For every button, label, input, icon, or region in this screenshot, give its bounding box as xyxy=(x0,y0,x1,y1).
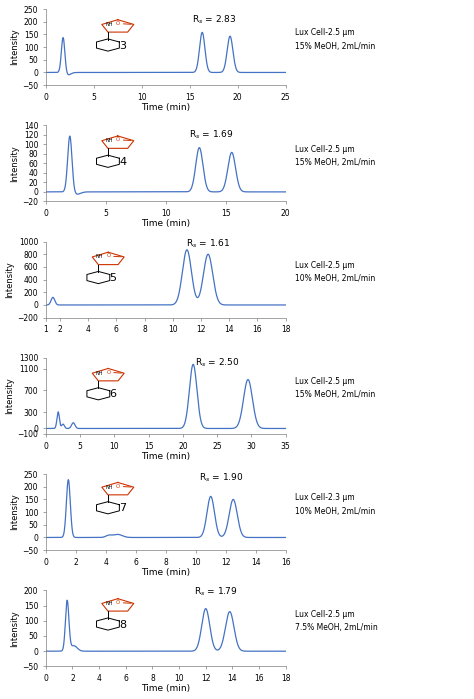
Text: R$_s$ = 1.90: R$_s$ = 1.90 xyxy=(199,472,244,484)
Text: NH: NH xyxy=(96,254,103,259)
Text: O: O xyxy=(116,21,120,26)
Text: 4: 4 xyxy=(119,157,126,167)
Text: Lux Cell-2.5 μm
10% MeOH, 2mL/min: Lux Cell-2.5 μm 10% MeOH, 2mL/min xyxy=(295,261,375,283)
X-axis label: Time (min): Time (min) xyxy=(141,452,191,461)
Y-axis label: Intensity: Intensity xyxy=(10,145,19,182)
Text: Lux Cell-2.5 μm
7.5% MeOH, 2mL/min: Lux Cell-2.5 μm 7.5% MeOH, 2mL/min xyxy=(295,610,378,632)
Text: 7: 7 xyxy=(119,503,126,513)
Text: NH: NH xyxy=(105,22,113,27)
Text: O: O xyxy=(107,253,111,259)
Text: Lux Cell-2.5 μm
15% MeOH, 2mL/min: Lux Cell-2.5 μm 15% MeOH, 2mL/min xyxy=(295,145,375,167)
Text: O: O xyxy=(107,370,111,375)
Y-axis label: Intensity: Intensity xyxy=(10,29,19,66)
Y-axis label: Intensity: Intensity xyxy=(10,493,19,531)
Y-axis label: Intensity: Intensity xyxy=(6,261,15,298)
Y-axis label: Intensity: Intensity xyxy=(6,377,15,415)
Text: 8: 8 xyxy=(119,619,126,630)
Text: O: O xyxy=(116,137,120,142)
Text: 3: 3 xyxy=(119,41,126,50)
Text: Lux Cell-2.3 μm
10% MeOH, 2mL/min: Lux Cell-2.3 μm 10% MeOH, 2mL/min xyxy=(295,493,375,516)
Text: 5: 5 xyxy=(109,273,117,283)
X-axis label: Time (min): Time (min) xyxy=(141,684,191,693)
Text: NH: NH xyxy=(105,484,113,490)
Text: R$_s$ = 1.69: R$_s$ = 1.69 xyxy=(189,128,234,140)
Text: 6: 6 xyxy=(109,389,117,399)
X-axis label: Time (min): Time (min) xyxy=(141,568,191,577)
Text: R$_s$ = 1.61: R$_s$ = 1.61 xyxy=(186,237,230,250)
Text: R$_s$ = 2.83: R$_s$ = 2.83 xyxy=(191,13,236,26)
Text: O: O xyxy=(116,484,120,489)
Text: R$_s$ = 1.79: R$_s$ = 1.79 xyxy=(194,586,238,598)
Text: Lux Cell-2.5 μm
15% MeOH, 2mL/min: Lux Cell-2.5 μm 15% MeOH, 2mL/min xyxy=(295,377,375,399)
Text: Lux Cell-2.5 μm
15% MeOH, 2mL/min: Lux Cell-2.5 μm 15% MeOH, 2mL/min xyxy=(295,29,375,50)
Text: NH: NH xyxy=(96,370,103,375)
Text: NH: NH xyxy=(105,601,113,606)
X-axis label: Time (min): Time (min) xyxy=(141,219,191,229)
Text: O: O xyxy=(116,600,120,605)
Y-axis label: Intensity: Intensity xyxy=(10,610,19,647)
X-axis label: Time (min): Time (min) xyxy=(141,103,191,112)
Text: NH: NH xyxy=(105,138,113,143)
Text: R$_s$ = 2.50: R$_s$ = 2.50 xyxy=(195,356,239,368)
